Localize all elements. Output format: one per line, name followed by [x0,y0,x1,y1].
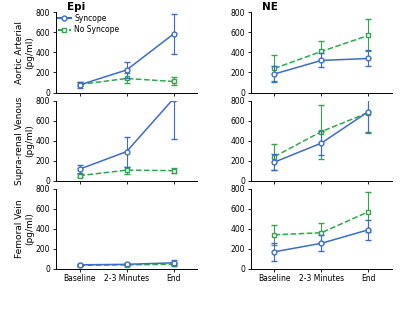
Y-axis label: Aortic Arterial
(pg/ml): Aortic Arterial (pg/ml) [15,21,34,84]
Y-axis label: Supra-renal Venous
(pg/ml): Supra-renal Venous (pg/ml) [15,96,34,185]
Text: Epi: Epi [67,2,86,11]
Legend: Syncope, No Syncope: Syncope, No Syncope [58,14,120,34]
Text: 3894±4150: 3894±4150 [0,308,1,309]
Y-axis label: Femoral Vein
(pg/ml): Femoral Vein (pg/ml) [15,199,34,258]
Text: NE: NE [262,2,278,11]
